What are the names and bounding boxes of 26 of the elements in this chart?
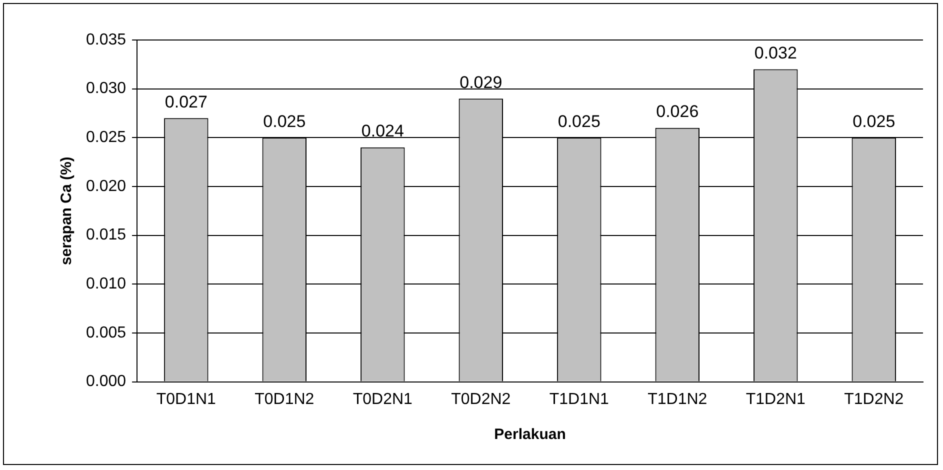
data-label: 0.027 (164, 92, 208, 112)
x-axis-title: Perlakuan (494, 426, 566, 444)
y-tick-label: 0.005 (86, 324, 126, 342)
data-label: 0.025 (852, 112, 896, 131)
data-label: 0.025 (263, 112, 306, 131)
x-tick-label: T0D2N1 (352, 390, 413, 408)
x-tick-label: T1D1N2 (648, 390, 708, 408)
x-tick-label: T0D1N1 (156, 390, 216, 408)
y-tick-label: 0.035 (86, 31, 126, 48)
x-tick-label: T1D2N1 (746, 390, 806, 408)
y-tick-label: 0.010 (86, 276, 126, 293)
y-tick-label: 0.015 (86, 226, 126, 244)
data-label: 0.025 (558, 112, 600, 131)
y-tick-label: 0.025 (86, 129, 126, 146)
data-label: 0.029 (460, 72, 502, 92)
data-label: 0.024 (361, 122, 404, 141)
data-label: 0.026 (656, 102, 699, 122)
data-label: 0.032 (754, 43, 797, 62)
x-tick-label: T1D2N2 (844, 390, 904, 408)
x-tick-label: T0D1N2 (254, 390, 314, 408)
x-tick-label: T0D2N2 (451, 390, 511, 408)
x-tick-label: T1D1N1 (549, 390, 610, 408)
y-axis-title: serapan Ca (%) (58, 156, 76, 266)
y-tick-label: 0.030 (86, 80, 126, 98)
y-tick-label: 0.020 (86, 178, 126, 195)
y-tick-label: 0.000 (86, 373, 126, 390)
